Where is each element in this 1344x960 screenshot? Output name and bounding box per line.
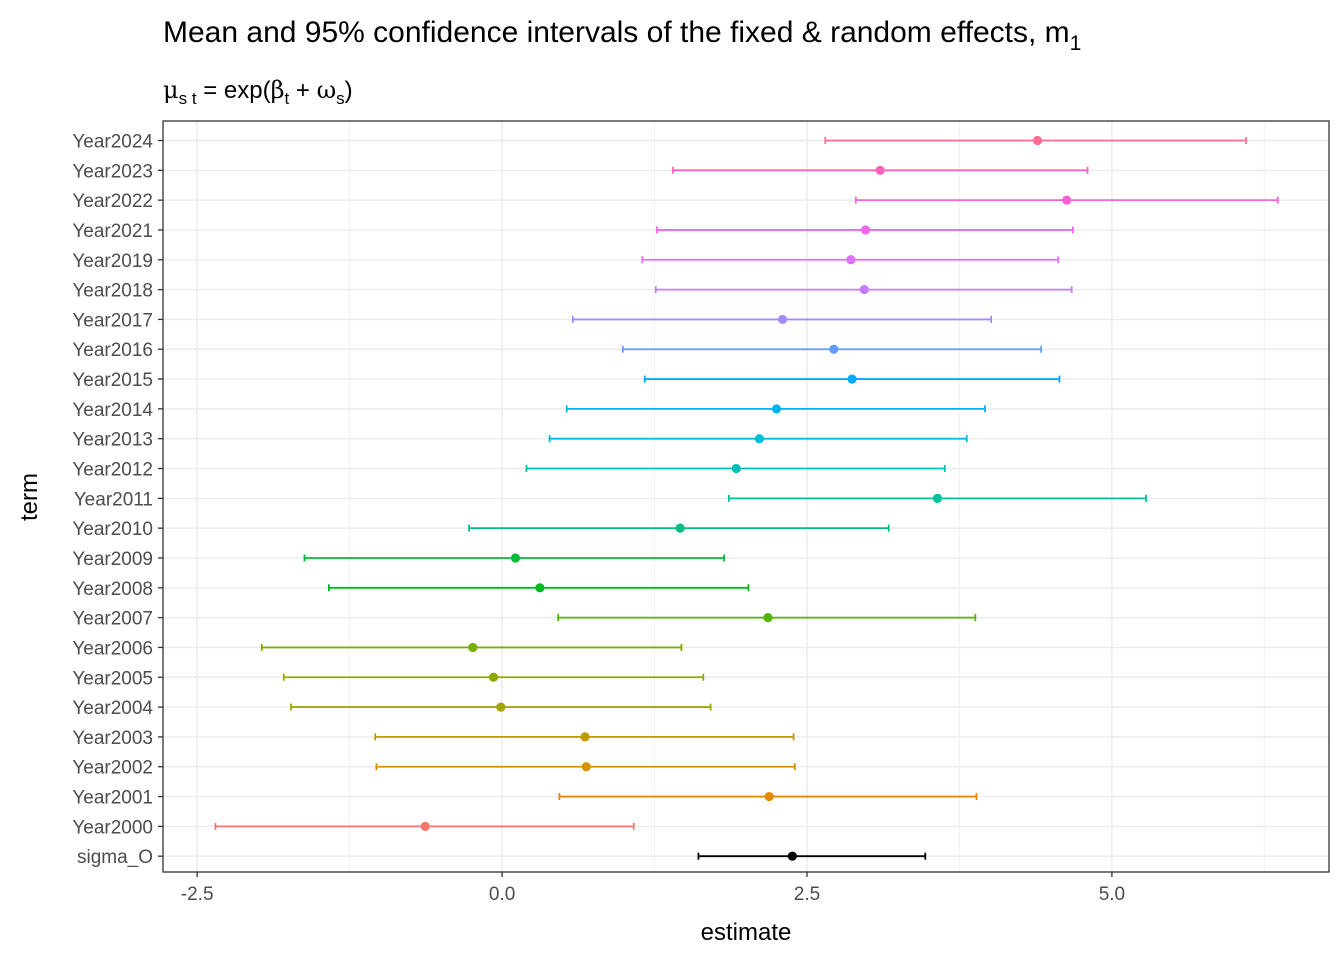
y-tick-label: Year2017 (72, 310, 153, 331)
y-tick-label: Year2003 (72, 728, 153, 749)
errorbar-Year2004 (290, 702, 712, 712)
y-tick-label: Year2012 (72, 460, 153, 481)
y-tick-label: Year2000 (72, 817, 153, 838)
y-tick-label: Year2016 (72, 340, 153, 361)
estimate-point (875, 165, 885, 175)
errorbar-Year2010 (468, 523, 890, 533)
chart-subtitle: μs t = exp(βt + ωs) (163, 76, 353, 108)
x-tick-label: 0.0 (489, 884, 515, 905)
estimate-point (771, 404, 782, 414)
errorbar-Year2019 (641, 255, 1060, 265)
y-tick-label: Year2023 (72, 161, 153, 182)
errorbar-Year2002 (375, 762, 796, 772)
estimate-point (1062, 195, 1072, 205)
errorbar-Year2003 (374, 732, 795, 742)
errorbar-Year2013 (548, 434, 968, 444)
y-tick-label: Year2014 (72, 400, 153, 421)
errorbar-sigma_O (697, 851, 927, 861)
errorbar-Year2005 (282, 672, 705, 682)
estimate-point (1032, 135, 1043, 146)
x-tick-label: 2.5 (794, 884, 820, 905)
estimate-point (581, 762, 591, 772)
errorbar-Year2012 (525, 463, 946, 474)
y-tick-label: Year2013 (72, 430, 153, 451)
y-tick-label: Year2010 (72, 519, 153, 540)
y-tick-label: Year2015 (72, 370, 153, 391)
errorbar-Year2006 (260, 642, 683, 653)
estimate-point (763, 613, 773, 623)
errorbar-Year2000 (214, 821, 635, 831)
errorbar-Year2023 (671, 165, 1089, 175)
estimate-point (764, 791, 774, 802)
plot-marks (214, 135, 1279, 861)
plot-panel (163, 121, 1329, 872)
estimate-point (496, 702, 506, 712)
chart-title: Mean and 95% confidence intervals of the… (163, 16, 1081, 55)
errorbar-Year2015 (643, 374, 1061, 384)
x-tick-label: 5.0 (1099, 884, 1125, 905)
estimate-point (675, 523, 685, 533)
axes: Year2024 Year2023 Year2022 Year2021 Year2019… (72, 132, 1125, 906)
estimate-point (580, 732, 590, 742)
estimate-point (488, 672, 499, 682)
errorbar-Year2016 (621, 344, 1043, 354)
estimate-point (510, 553, 521, 563)
estimate-point (932, 493, 943, 503)
panel-border (162, 120, 1330, 873)
y-tick-label: Year2024 (72, 132, 153, 153)
estimate-point (468, 642, 478, 653)
estimate-point (754, 434, 765, 444)
errorbar-Year2024 (824, 135, 1247, 146)
y-tick-label: Year2011 (74, 489, 153, 510)
grid-lines (163, 121, 1329, 872)
y-tick-label: sigma_O (77, 847, 153, 868)
y-tick-label: Year2008 (72, 579, 153, 600)
estimate-point (860, 225, 871, 235)
estimate-point (535, 583, 545, 593)
errorbar-Year2008 (327, 583, 750, 593)
x-axis-title: estimate (701, 919, 792, 946)
errorbar-Year2001 (558, 791, 978, 802)
estimate-point (847, 374, 857, 384)
y-tick-label: Year2021 (72, 221, 153, 242)
estimate-point (420, 821, 430, 831)
y-tick-label: Year2022 (72, 191, 153, 212)
errorbar-Year2018 (654, 285, 1073, 295)
x-tick-label: -2.5 (181, 884, 214, 905)
estimate-point (829, 344, 839, 354)
errorbar-Year2009 (303, 553, 725, 563)
errorbar-Year2014 (565, 404, 986, 414)
y-tick-label: Year2004 (72, 698, 153, 719)
y-tick-label: Year2002 (72, 758, 153, 779)
y-tick-label: Year2001 (72, 788, 153, 809)
y-tick-label: Year2009 (72, 549, 153, 570)
errorbar-Year2007 (557, 613, 977, 623)
errorbar-Year2021 (656, 225, 1074, 235)
errorbar-Year2017 (571, 314, 993, 325)
estimate-point (787, 851, 797, 861)
y-tick-label: Year2006 (72, 638, 153, 659)
estimate-point (777, 314, 788, 325)
y-axis-title: term (16, 473, 43, 521)
estimate-point (731, 463, 741, 474)
estimate-point (846, 255, 856, 265)
y-tick-label: Year2018 (72, 281, 153, 302)
y-tick-label: Year2007 (72, 609, 153, 630)
errorbar-Year2011 (728, 493, 1147, 503)
estimate-point (859, 285, 869, 295)
y-tick-label: Year2019 (72, 251, 153, 272)
y-tick-label: Year2005 (72, 668, 153, 689)
errorbar-Year2022 (854, 195, 1279, 205)
